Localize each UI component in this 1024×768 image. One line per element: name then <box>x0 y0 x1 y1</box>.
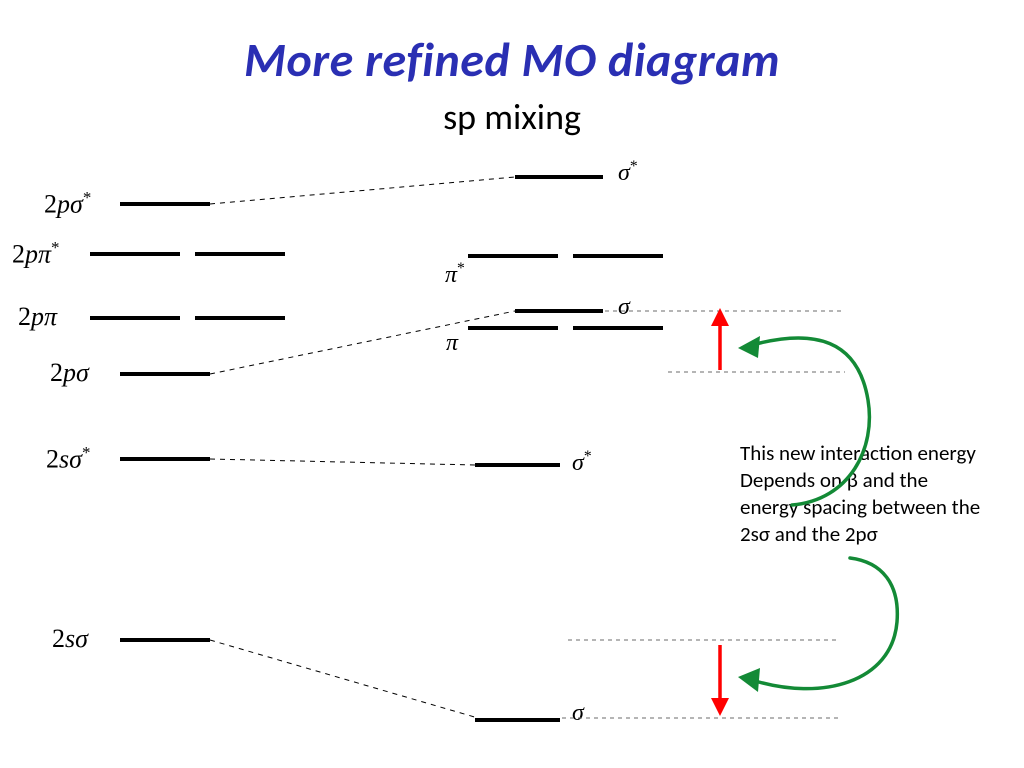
green-curve-upper <box>738 336 869 505</box>
red-arrow-down <box>711 645 729 716</box>
mo-diagram-stage: More refined MO diagram sp mixing 2pσ* 2… <box>0 0 1024 768</box>
corr-2psigma <box>210 311 515 374</box>
green-curve-lower <box>738 558 897 692</box>
corr-2ssigma <box>210 640 478 718</box>
corr-2psigma-star <box>210 177 515 204</box>
diagram-svg <box>0 0 1024 768</box>
red-arrow-up <box>711 308 729 370</box>
corr-2ssigma-star <box>210 459 475 465</box>
